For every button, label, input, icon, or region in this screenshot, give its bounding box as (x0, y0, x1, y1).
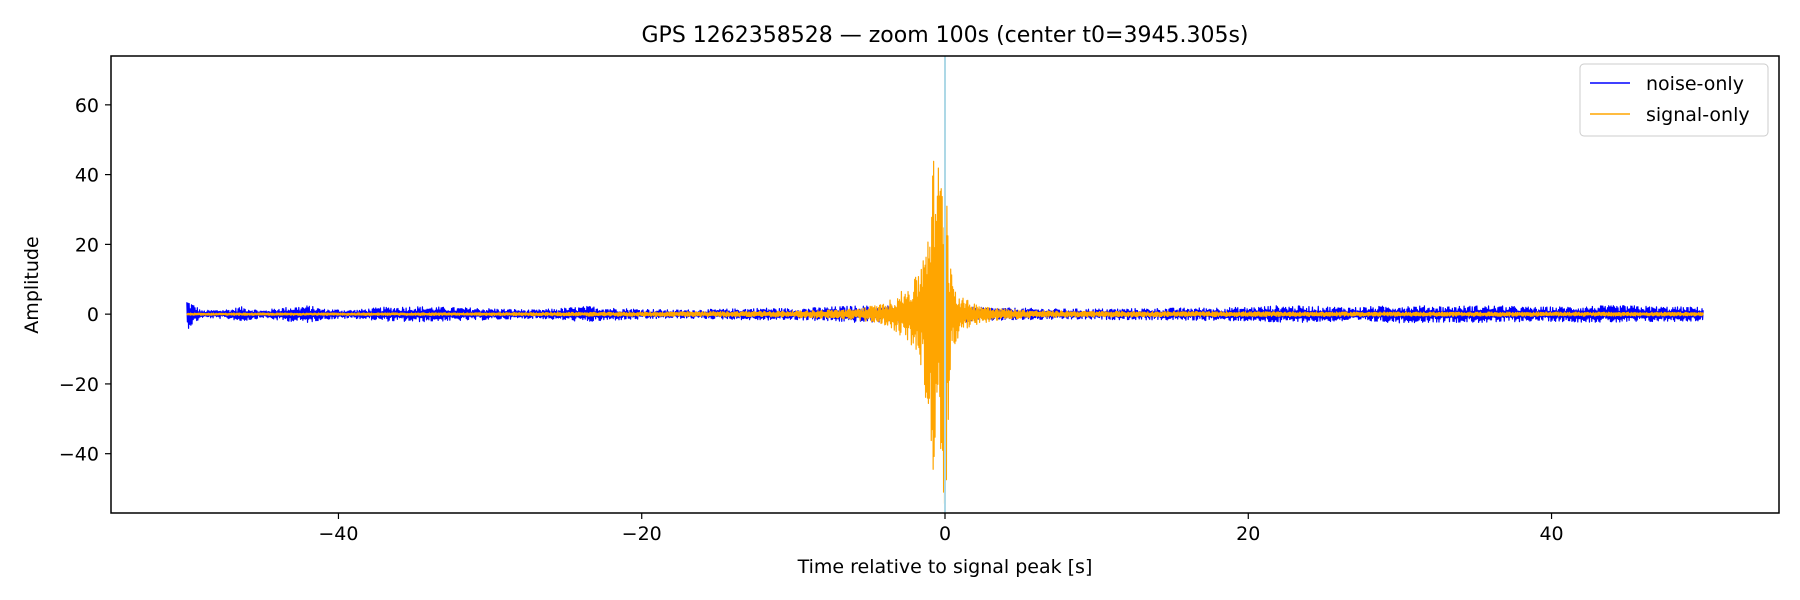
y-tick-label: 40 (75, 165, 99, 187)
x-tick-label: 0 (939, 523, 951, 545)
x-axis: −40 −20 0 20 40 (318, 513, 1564, 545)
x-tick-label: 20 (1236, 523, 1260, 545)
legend-label-noise-only: noise-only (1646, 73, 1744, 95)
y-axis-label: Amplitude (21, 236, 43, 333)
y-axis: −40 −20 0 20 40 60 (59, 95, 111, 466)
legend-label-signal-only: signal-only (1646, 104, 1750, 126)
x-tick-label: −40 (318, 523, 358, 545)
y-tick-label: 0 (87, 304, 99, 326)
x-tick-label: −20 (622, 523, 662, 545)
x-axis-label: Time relative to signal peak [s] (797, 556, 1093, 578)
legend: noise-only signal-only (1579, 63, 1769, 137)
legend-frame (1579, 63, 1769, 137)
x-tick-label: 40 (1539, 523, 1563, 545)
y-tick-label: 60 (75, 95, 99, 117)
y-tick-label: 20 (75, 234, 99, 256)
y-tick-label: −20 (59, 374, 99, 396)
y-tick-label: −40 (59, 444, 99, 466)
chart-title: GPS 1262358528 — zoom 100s (center t0=39… (642, 23, 1249, 48)
